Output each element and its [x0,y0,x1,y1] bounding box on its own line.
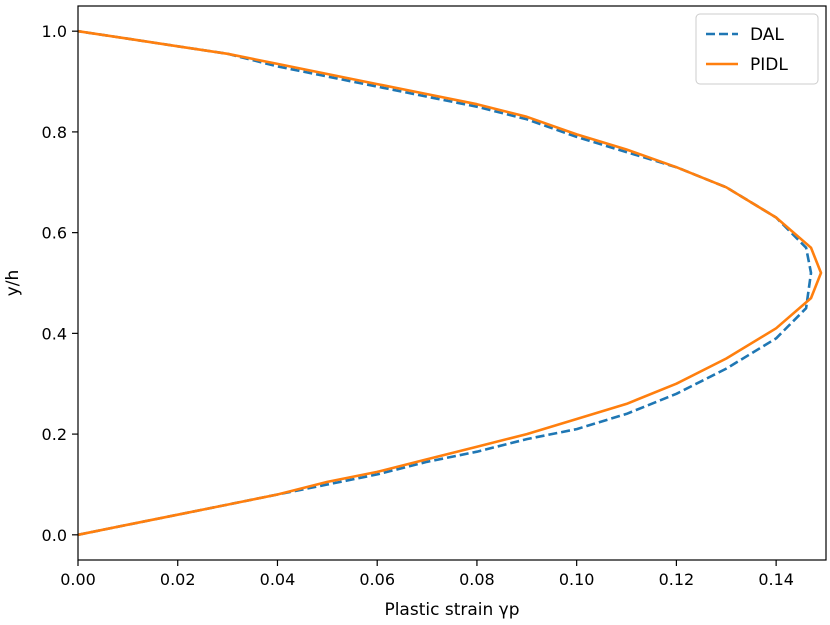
series-layer [77,29,823,537]
x-tick-label: 0.00 [60,570,96,589]
plot-background [78,6,826,560]
legend: DAL PIDL [695,13,819,85]
y-tick-label: 0.0 [42,526,67,545]
x-tick-label: 0.08 [459,570,495,589]
y-tick-label: 0.4 [42,324,67,343]
x-axis-label: Plastic strain γp [384,600,519,620]
plot-frame [77,5,827,561]
legend-box [695,13,819,85]
axes-layer: 0.00 0.02 0.04 0.06 0.08 0.10 0.12 0.14 0.0 0.2 0.… [42,5,827,589]
plot-area [78,6,826,560]
y-axis-label: y/h [3,270,23,297]
x-tick-label: 0.14 [758,570,794,589]
legend-label-dal: DAL [750,25,784,45]
x-tick-label: 0.06 [359,570,395,589]
y-tick-label: 0.2 [42,425,67,444]
x-tick-label: 0.02 [160,570,196,589]
legend-label-pidl: PIDL [750,55,788,75]
y-tick-label: 0.8 [42,123,67,142]
series-line-pidl [77,29,823,537]
x-tick-label: 0.04 [260,570,296,589]
x-tick-label: 0.10 [559,570,595,589]
y-tick-label: 1.0 [42,22,67,41]
x-tick-label: 0.12 [659,570,695,589]
series-line-dal [77,29,813,537]
y-tick-label: 0.6 [42,224,67,243]
